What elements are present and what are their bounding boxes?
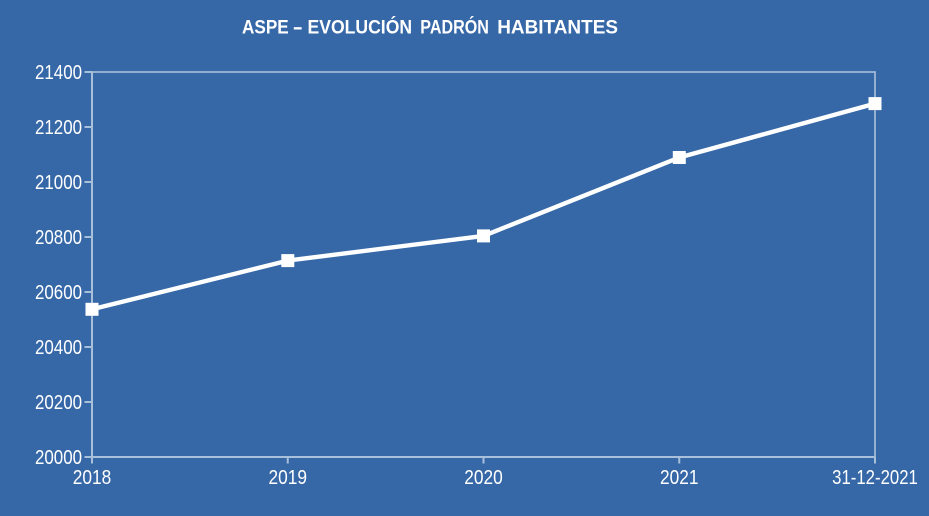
svg-text:-: - — [293, 16, 303, 38]
svg-text:2020: 2020 — [464, 467, 503, 489]
svg-text:21000: 21000 — [35, 172, 82, 194]
svg-text:21200: 21200 — [35, 117, 82, 139]
svg-text:20400: 20400 — [35, 337, 82, 359]
svg-text:PADRÓN: PADRÓN — [420, 14, 489, 38]
svg-text:20000: 20000 — [35, 447, 82, 469]
svg-text:21400: 21400 — [35, 62, 82, 84]
svg-text:2018: 2018 — [73, 467, 112, 489]
svg-text:20600: 20600 — [35, 282, 82, 304]
svg-text:31-12-2021: 31-12-2021 — [832, 467, 918, 489]
svg-text:ASPE: ASPE — [242, 16, 289, 38]
svg-text:HABITANTES: HABITANTES — [497, 16, 618, 38]
svg-text:20800: 20800 — [35, 227, 82, 249]
svg-text:2019: 2019 — [269, 467, 308, 489]
svg-text:EVOLUCIÓN: EVOLUCIÓN — [308, 14, 413, 38]
svg-text:2021: 2021 — [660, 467, 699, 489]
svg-text:20200: 20200 — [35, 392, 82, 414]
